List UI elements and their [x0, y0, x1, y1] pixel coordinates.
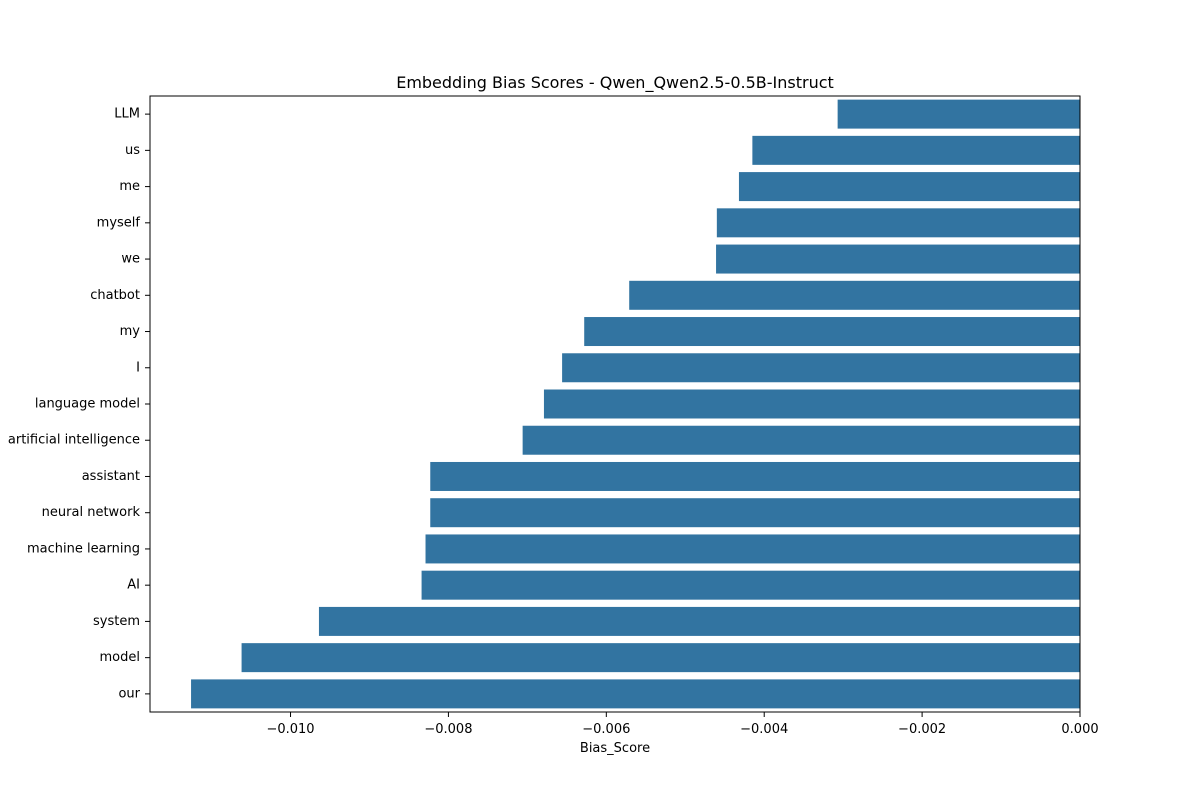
y-tick-label: my — [120, 324, 141, 339]
x-tick-label: −0.002 — [898, 722, 946, 737]
y-tick-label: AI — [127, 578, 140, 593]
bar — [430, 461, 1080, 491]
y-tick-label: us — [125, 143, 140, 158]
bar — [629, 280, 1080, 310]
x-axis-ticks: −0.010 −0.008 −0.006 −0.004 −0.002 0.000 — [266, 712, 1099, 737]
bar — [584, 317, 1080, 347]
bar — [191, 679, 1081, 709]
y-tick-label: I — [136, 360, 140, 375]
y-tick-label: system — [93, 614, 140, 629]
bar — [837, 99, 1080, 129]
bar — [425, 534, 1080, 564]
x-tick-label: −0.008 — [424, 722, 472, 737]
bar — [430, 498, 1080, 528]
y-tick-label: our — [118, 686, 140, 701]
y-tick-label: model — [100, 650, 140, 665]
bar — [421, 570, 1080, 600]
bar — [716, 244, 1080, 274]
y-tick-label: neural network — [42, 505, 141, 520]
bars-layer — [191, 99, 1081, 709]
y-tick-label: we — [121, 252, 140, 267]
y-tick-label: chatbot — [90, 288, 140, 303]
chart-title: Embedding Bias Scores - Qwen_Qwen2.5-0.5… — [396, 73, 834, 93]
bar — [543, 389, 1080, 419]
plot-frame — [149, 95, 1081, 713]
y-tick-label: myself — [97, 215, 141, 230]
bar — [241, 643, 1080, 673]
y-tick-label: machine learning — [27, 541, 140, 556]
y-tick-label: assistant — [82, 469, 140, 484]
x-tick-label: −0.004 — [740, 722, 788, 737]
y-tick-label: LLM — [114, 107, 140, 122]
bar — [738, 172, 1080, 202]
bar — [752, 135, 1080, 165]
x-axis-label: Bias_Score — [580, 741, 650, 756]
y-tick-label: me — [119, 179, 140, 194]
bar — [716, 208, 1080, 238]
bar — [318, 606, 1080, 636]
y-tick-label: artificial intelligence — [8, 433, 140, 448]
x-tick-label: 0.000 — [1061, 722, 1098, 737]
y-tick-label: language model — [35, 397, 140, 412]
x-tick-label: −0.010 — [266, 722, 314, 737]
bar — [562, 353, 1080, 383]
x-tick-label: −0.006 — [582, 722, 630, 737]
bar — [522, 425, 1080, 455]
